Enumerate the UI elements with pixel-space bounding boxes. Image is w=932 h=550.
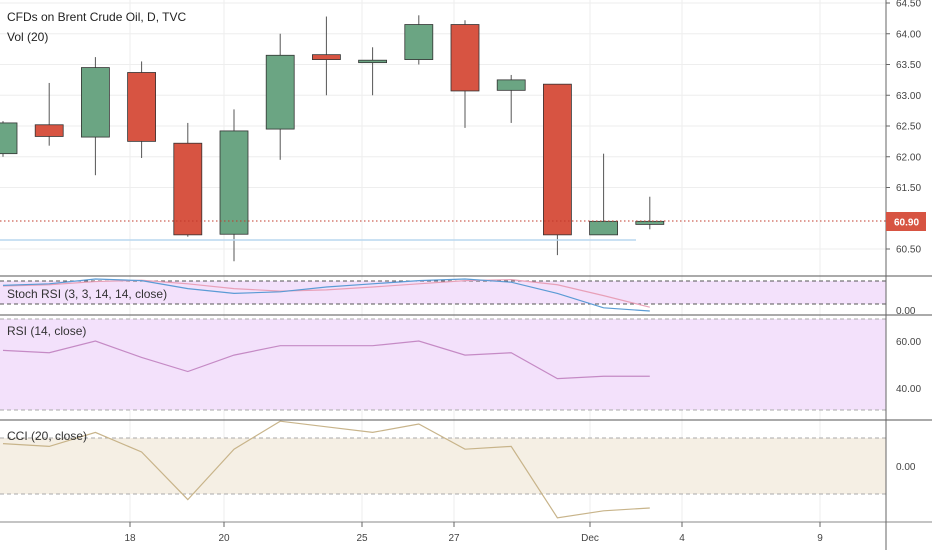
cci-line <box>2 420 650 519</box>
time-axis: 18 20 25 27 Dec 4 9 <box>124 522 823 544</box>
rsi-tick-40: 40.00 <box>896 384 921 395</box>
price-axis-label: 62.50 <box>896 122 921 133</box>
rsi-band <box>0 319 886 410</box>
price-axis-label: 60.50 <box>896 245 921 256</box>
candle-up <box>496 79 526 91</box>
candle-down <box>34 124 64 137</box>
last-price-value: 60.90 <box>894 218 919 229</box>
time-axis-label: 25 <box>356 533 368 544</box>
candle-up <box>404 24 434 60</box>
price-axis-label: 62.00 <box>896 152 921 163</box>
candle-down <box>173 142 203 236</box>
candle-up <box>265 54 295 130</box>
oscillator-backgrounds <box>0 280 886 495</box>
price-axis-label: 64.00 <box>896 29 921 40</box>
stoch-rsi-d-line <box>2 279 650 308</box>
time-axis-label: 4 <box>679 533 685 544</box>
volume-label: Vol (20) <box>7 30 48 44</box>
candle-up <box>0 122 18 155</box>
time-axis-label: 18 <box>124 533 136 544</box>
price-axis-label: 64.50 <box>896 0 921 10</box>
price-axis-label: 63.00 <box>896 91 921 102</box>
last-price-tag: 60.90 <box>886 212 926 231</box>
rsi-tick-60: 60.00 <box>896 337 921 348</box>
rsi-line <box>2 340 650 380</box>
stoch-rsi-k-line <box>2 278 650 312</box>
price-axis-label: 63.50 <box>896 60 921 71</box>
candle-up <box>219 130 249 235</box>
candle-up <box>589 220 618 236</box>
candle-down <box>127 72 156 142</box>
price-axis-label: 61.50 <box>896 183 921 194</box>
cci-series-line <box>2 420 650 519</box>
candle-down <box>450 24 480 92</box>
time-axis-label: 20 <box>218 533 230 544</box>
time-axis-label: Dec <box>581 533 599 544</box>
stoch-rsi-lines <box>2 278 650 312</box>
candle-down <box>543 83 572 236</box>
candle-up <box>635 220 665 225</box>
cci-tick-0: 0.00 <box>896 462 916 473</box>
candle-up <box>81 67 110 138</box>
candles <box>0 15 665 262</box>
candle-up <box>358 59 388 64</box>
stoch-rsi-tick: 0.00 <box>896 306 916 317</box>
time-axis-label: 27 <box>448 533 460 544</box>
rsi-label: RSI (14, close) <box>7 324 86 338</box>
chart-title: CFDs on Brent Crude Oil, D, TVC <box>7 10 186 24</box>
cci-band <box>0 438 886 494</box>
cci-label: CCI (20, close) <box>7 429 87 443</box>
rsi-series-line <box>2 340 650 380</box>
stoch-rsi-label: Stoch RSI (3, 3, 14, 14, close) <box>7 287 167 301</box>
candle-down <box>311 54 341 60</box>
time-axis-label: 9 <box>817 533 823 544</box>
price-axis: 64.50 64.00 63.50 63.00 62.50 62.00 61.50 60.50 <box>886 0 921 256</box>
